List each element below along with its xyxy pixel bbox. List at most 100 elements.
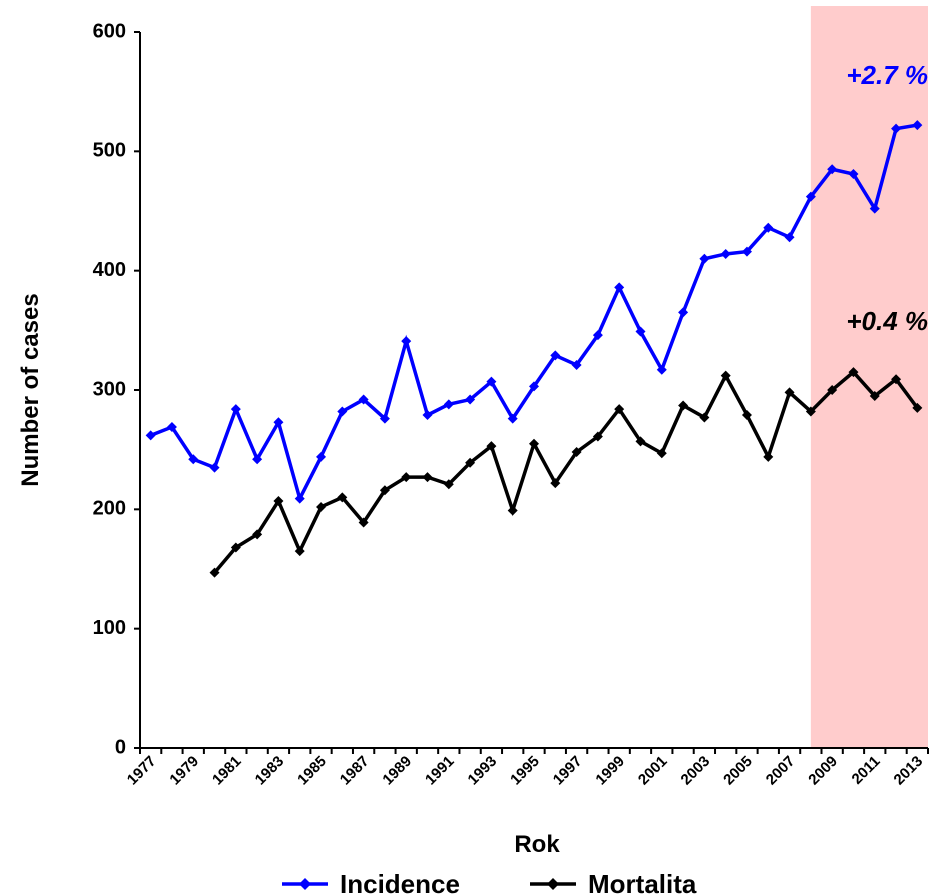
data-point [827,164,838,175]
data-point [550,350,561,361]
legend-label: Incidence [340,869,460,896]
data-point [188,454,199,465]
annotation: +0.4 % [846,306,928,336]
data-point [337,406,348,417]
data-point [891,374,902,385]
data-point [529,381,539,392]
data-point [145,430,156,441]
data-point [720,248,731,259]
data-point [912,402,923,413]
data-point [827,385,838,395]
y-tick-label: 400 [93,259,126,281]
data-point [699,253,710,264]
x-tick-label: 2007 [763,753,799,789]
data-point [401,336,412,347]
x-tick-label: 1987 [337,753,373,789]
data-point [869,390,880,401]
data-point [252,529,263,540]
data-point [486,376,497,387]
data-point [635,326,646,337]
data-point [379,413,390,424]
data-point [678,307,689,318]
legend-label: Mortalita [588,869,697,896]
x-tick-label: 1995 [507,753,543,789]
x-tick-label: 1997 [550,753,586,789]
data-point [316,451,327,462]
data-point [209,567,220,578]
data-point [166,421,177,432]
data-point [763,222,774,233]
data-point [422,472,433,483]
y-tick-label: 500 [93,140,126,162]
data-point [912,120,923,131]
series-line [213,369,919,574]
data-point [891,123,902,134]
x-tick-label: 2001 [635,753,671,789]
data-point [848,169,859,180]
data-point [699,412,710,423]
y-axis-label: Number of cases [17,293,44,486]
x-tick-label: 1989 [379,753,415,789]
y-tick-label: 200 [93,498,126,520]
data-point [614,404,625,415]
x-tick-label: 2013 [891,753,927,789]
data-point [337,492,348,503]
data-point [358,517,369,528]
data-point [656,448,667,459]
data-point [592,330,603,341]
data-point [230,404,241,415]
data-point [252,454,263,465]
data-point [678,400,689,411]
data-point [273,417,284,428]
x-tick-label: 1999 [592,753,628,789]
data-point [358,394,369,405]
data-point [401,472,412,483]
data-point [784,387,795,398]
x-tick-label: 1981 [209,753,245,789]
data-point [848,367,859,378]
data-point [784,232,795,243]
y-tick-label: 100 [93,617,126,639]
data-point [741,410,752,421]
x-tick-label: 1985 [294,753,330,789]
data-point [805,191,816,202]
x-tick-label: 2009 [805,753,841,789]
data-point [507,413,518,424]
data-point [316,501,327,512]
data-point [422,410,433,421]
data-point [614,282,625,293]
data-point [486,441,497,452]
data-point [550,478,561,489]
data-point [379,485,390,496]
data-point [763,451,774,462]
data-point [443,399,454,410]
data-point [294,546,305,557]
x-tick-label: 1977 [124,753,160,789]
x-tick-label: 1991 [422,753,458,789]
x-axis-label: Rok [514,831,560,858]
data-point [635,436,646,447]
data-point [529,438,539,449]
x-tick-label: 1993 [465,753,501,789]
data-point [805,406,816,417]
data-point [571,359,582,370]
annotation: +2.7 % [846,60,928,90]
data-point [465,457,476,468]
y-tick-label: 300 [93,378,126,400]
x-tick-label: 1979 [166,753,202,789]
x-tick-label: 2003 [678,753,714,789]
data-point [571,447,582,458]
data-point [273,495,284,506]
legend-marker [299,878,311,890]
data-point [869,203,880,214]
data-point [209,462,220,473]
data-point [443,479,454,490]
data-point [294,493,305,504]
data-point [592,431,603,442]
x-tick-label: 2005 [720,753,756,789]
data-point [720,370,731,381]
y-tick-label: 0 [115,736,126,758]
data-point [656,364,667,375]
data-point [465,394,476,405]
